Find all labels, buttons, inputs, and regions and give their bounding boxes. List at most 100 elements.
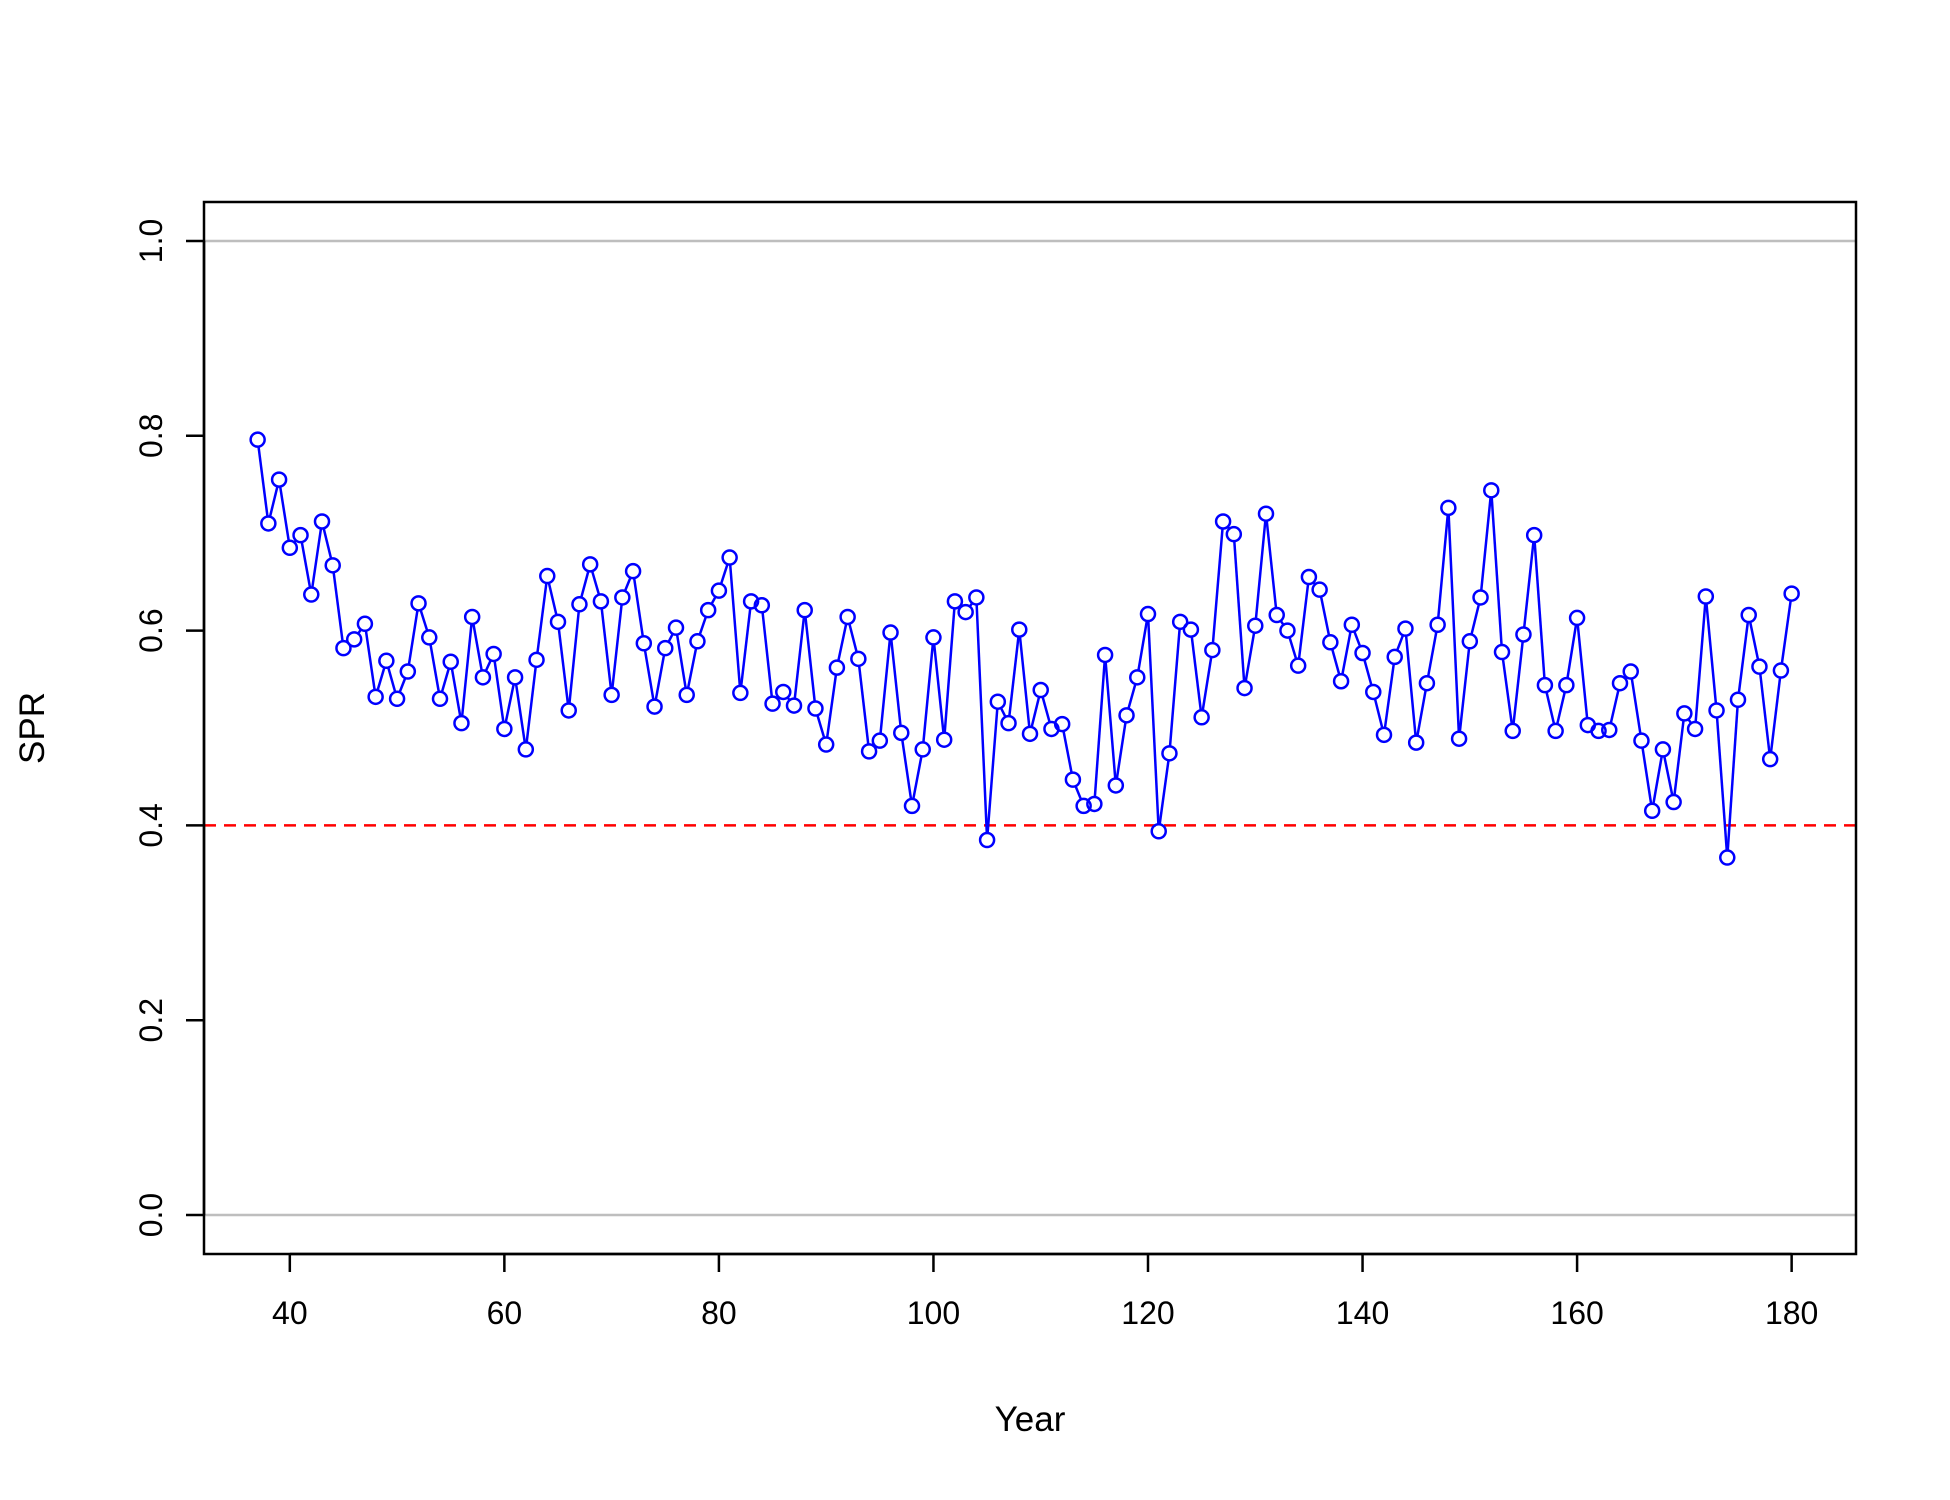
data-point (249, 431, 266, 448)
series-segment (1319, 596, 1331, 636)
data-point (678, 686, 695, 704)
data-point (1525, 526, 1543, 544)
data-point (893, 724, 910, 742)
series-segment (857, 665, 870, 745)
series-segment (1074, 785, 1083, 800)
series-segment (986, 708, 999, 834)
data-point (1107, 777, 1125, 794)
data-point (1686, 720, 1704, 738)
series-segment (460, 623, 473, 717)
series-segment (1470, 603, 1481, 635)
data-point (1129, 669, 1146, 686)
data-point (324, 557, 341, 574)
x-axis: 40 60 80 100 120 140 160 180 (272, 1252, 1818, 1331)
data-point (742, 593, 760, 610)
data-point (1740, 606, 1757, 624)
series-segment (1104, 661, 1117, 779)
data-point (1139, 605, 1157, 623)
series-segment (1353, 630, 1362, 647)
data-point (431, 690, 449, 708)
series-segment (825, 674, 838, 738)
data-point (1483, 482, 1500, 499)
data-point (474, 669, 492, 686)
series-segment (1127, 683, 1137, 709)
series-segment (1576, 624, 1589, 719)
series-segment (1479, 497, 1492, 591)
series-segment (1383, 663, 1396, 729)
series-segment (1663, 756, 1674, 796)
data-point (260, 515, 277, 532)
data-point (667, 619, 685, 636)
data-point (560, 702, 577, 719)
data-point (378, 652, 395, 670)
reference-lines (204, 239, 1856, 1217)
data-point (957, 603, 974, 621)
data-point (721, 549, 738, 566)
series-segment (761, 612, 774, 697)
series-segment (1641, 747, 1653, 805)
data-point (388, 690, 406, 708)
data-point (549, 613, 567, 631)
data-point (421, 629, 438, 646)
y-tick-label: 0.6 (133, 608, 169, 652)
data-point (1547, 722, 1564, 740)
data-point (485, 645, 502, 663)
series-segment (1254, 520, 1267, 619)
data-point (1772, 662, 1790, 679)
data-point (356, 615, 374, 633)
data-point (614, 589, 631, 606)
data-point (1214, 513, 1232, 530)
series-segment (429, 644, 441, 693)
data-point (517, 741, 535, 758)
series-segment (1426, 631, 1438, 677)
series-segment (1780, 600, 1792, 664)
data-point (1053, 715, 1071, 733)
series-segment (890, 639, 902, 727)
data-point (1311, 581, 1328, 598)
data-point (1236, 679, 1253, 697)
x-tick-label: 60 (487, 1295, 523, 1331)
data-point (496, 720, 513, 738)
series-segment (1673, 720, 1685, 796)
data-point (1493, 643, 1511, 661)
data-point (1697, 588, 1715, 605)
data-point (335, 639, 352, 657)
x-tick-label: 180 (1765, 1295, 1818, 1331)
series-segment (1265, 520, 1278, 609)
data-point (828, 659, 846, 676)
series-segment (1556, 691, 1566, 725)
series-segment (419, 609, 429, 632)
y-axis: 0.0 0.2 0.4 0.6 0.8 1.0 (133, 219, 206, 1237)
data-point (968, 589, 985, 606)
series-segment (1726, 706, 1739, 851)
series-segment (611, 604, 623, 689)
series-segment (1458, 648, 1471, 732)
series-segment (975, 604, 989, 834)
data-point (1000, 714, 1017, 732)
data-point (978, 831, 996, 849)
series-segment (922, 644, 935, 743)
data-point (571, 596, 588, 613)
data-point (646, 698, 663, 715)
series-segment (1168, 628, 1181, 747)
data-point (1161, 745, 1178, 762)
data-point (1397, 620, 1414, 637)
series-segment (1137, 620, 1149, 671)
series-segment (837, 623, 848, 662)
series-segment (1211, 528, 1224, 644)
data-point (1279, 622, 1296, 639)
data-point (1568, 609, 1586, 627)
data-point (603, 686, 620, 704)
series-segment (1244, 632, 1256, 682)
data-point (1171, 613, 1189, 631)
series-segment (450, 668, 462, 717)
data-point (1193, 709, 1210, 726)
series-segment (1490, 497, 1503, 646)
series-segment (643, 649, 655, 700)
series-segment (407, 610, 419, 665)
data-point (1268, 606, 1285, 624)
data-point (839, 608, 856, 626)
data-point (1375, 726, 1393, 744)
series-segment (1416, 689, 1427, 736)
data-point (1118, 707, 1135, 724)
